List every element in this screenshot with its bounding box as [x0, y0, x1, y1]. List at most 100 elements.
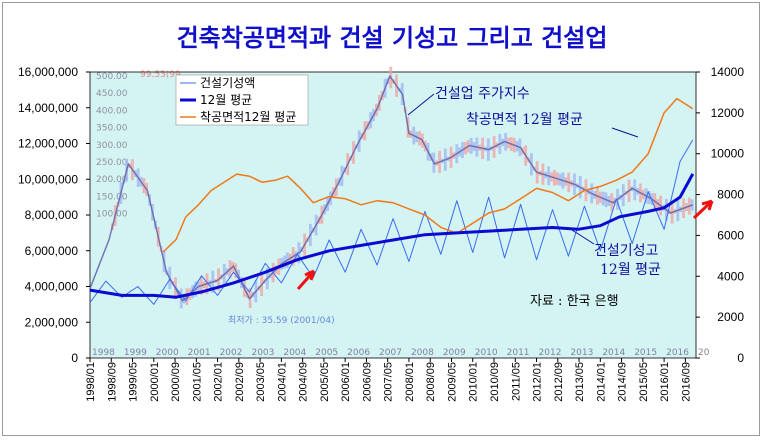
background-scale-label: 100.00 [96, 210, 128, 220]
x-tick-label: 2010/09 [489, 362, 501, 402]
x-tick-label: 2015/05 [638, 362, 650, 402]
right-tick-label: 6000 [717, 228, 744, 242]
x-tick-label: 2000/09 [170, 362, 182, 402]
series-line [89, 173, 695, 299]
x-tick-label: 2010/01 [468, 362, 480, 402]
x-tick-label: 2008/09 [425, 362, 437, 402]
background-year-label: 2000 [156, 348, 179, 358]
right-tick-label: 4000 [717, 269, 744, 283]
left-tick-label: 16,000,000 [18, 65, 78, 79]
x-tick-label: 2005/05 [319, 362, 331, 402]
series-line [89, 139, 694, 305]
x-axis: 1998/01 1998/09 1999/05 2000/01 2000/09 2001/… [85, 358, 692, 402]
x-tick-label: 2013/05 [574, 362, 586, 402]
annotation-construction-avg-2: 12월 평균 [600, 262, 661, 278]
annotation-start-area: 착공면적 12월 평균 [466, 112, 583, 128]
series-line [162, 97, 694, 253]
right-tick-label: 14000 [711, 65, 745, 79]
series-layer [89, 75, 695, 305]
background-year-label: 2008 [411, 348, 434, 358]
background-label-low: 최저가 : 35.59 (2001/04) [228, 315, 335, 326]
right-axis: 0 2000 4000 6000 8000 10000 12000 14000 [696, 65, 744, 365]
x-tick-label: 2012/01 [532, 362, 544, 402]
x-tick-label: 2004/01 [276, 362, 288, 402]
background-scale-label: 150.00 [96, 192, 128, 202]
right-tick-label: 8000 [717, 188, 744, 202]
x-tick-label: 2002/09 [234, 362, 246, 402]
x-tick-label: 2016/01 [659, 362, 671, 402]
x-tick-label: 2004/09 [298, 362, 310, 402]
annotation-start-area-pointer [611, 127, 639, 138]
background-year-label: 2015 [634, 348, 657, 358]
background-year-label: 2002 [220, 348, 243, 358]
x-tick-label: 1998/01 [85, 362, 97, 402]
background-year-label: 2004 [283, 348, 306, 358]
legend-label-start-area: 착공면적12월 평균 [200, 110, 296, 124]
background-year-label: 1998 [92, 348, 115, 358]
left-tick-label: 0 [71, 351, 78, 365]
x-tick-label: 1999/05 [128, 362, 140, 402]
background-year-label: 2014 [602, 348, 625, 358]
background-year-strip: 1998 1999 2000 2001 2002 2003 2004 2005 2006 2007… [92, 348, 710, 358]
background-year-label: 2009 [443, 348, 466, 358]
legend-label-construction: 건설기성액 [200, 76, 255, 90]
legend-box [175, 74, 309, 126]
background-year-label: 1999 [124, 348, 147, 358]
background-scale-label: 250.00 [96, 158, 128, 168]
x-tick-label: 2007/05 [383, 362, 395, 402]
x-tick-label: 2012/09 [553, 362, 565, 402]
left-tick-label: 8,000,000 [25, 208, 79, 222]
left-tick-label: 4,000,000 [25, 280, 79, 294]
left-axis: 0 2,000,000 4,000,000 6,000,000 8,000,000 10,… [18, 65, 90, 365]
annotation-stock-index-pointer [407, 93, 435, 116]
left-tick-label: 2,000,000 [25, 315, 79, 329]
x-tick-label: 2001/05 [191, 362, 203, 402]
x-tick-label: 2014/01 [595, 362, 607, 402]
background-year-label: 2003 [251, 348, 274, 358]
left-tick-label: 6,000,000 [25, 244, 79, 258]
right-tick-label: 0 [737, 351, 744, 365]
legend: 건설기성액 12월 평균 착공면적12월 평균 [175, 74, 309, 126]
left-tick-label: 10,000,000 [18, 172, 78, 186]
arrow-2004 [296, 269, 316, 290]
x-tick-label: 2008/01 [404, 362, 416, 402]
background-year-label: 20 [698, 348, 710, 358]
x-tick-label: 2000/01 [149, 362, 161, 402]
left-tick-label: 14,000,000 [18, 101, 78, 115]
x-tick-label: 1998/09 [106, 362, 118, 402]
annotation-stock-index: 건설업 주가지수 [435, 86, 530, 102]
background-year-label: 2005 [315, 348, 338, 358]
x-tick-label: 2011/05 [510, 362, 522, 401]
right-tick-label: 2000 [717, 310, 744, 324]
x-tick-label: 2002/01 [213, 362, 225, 402]
source-note: 자료 : 한국 은행 [530, 293, 619, 309]
x-tick-label: 2006/01 [340, 362, 352, 402]
background-year-label: 2012 [539, 348, 562, 358]
x-tick-label: 2014/09 [617, 362, 629, 402]
chart-title: 건축착공면적과 건설 기성고 그리고 건설업 [177, 23, 608, 52]
background-year-label: 2016 [666, 348, 689, 358]
right-tick-label: 12000 [711, 106, 745, 120]
right-tick-label: 10000 [711, 147, 745, 161]
background-year-label: 2007 [379, 348, 402, 358]
background-scale-label: 200.00 [96, 175, 128, 185]
background-scale-label: 450.00 [96, 89, 128, 99]
left-tick-label: 12,000,000 [18, 137, 78, 151]
x-tick-label: 2016/09 [680, 362, 692, 402]
legend-label-avg: 12월 평균 [200, 93, 252, 107]
background-year-label: 2001 [188, 348, 211, 358]
annotation-construction-avg-pointer [571, 229, 595, 245]
arrow-2016 [692, 199, 714, 220]
background-label-top: 99.53(99 [140, 70, 181, 80]
x-tick-label: 2009/05 [446, 362, 458, 402]
annotation-construction-avg-1: 건설기성고 [594, 243, 659, 259]
background-year-label: 2011 [507, 348, 530, 358]
background-year-label: 2010 [475, 348, 498, 358]
background-scale-label: 300.00 [96, 141, 128, 151]
series-line [89, 75, 694, 302]
x-tick-label: 2003/05 [255, 362, 267, 402]
background-scale-label: 400.00 [96, 106, 128, 116]
x-tick-label: 2006/09 [361, 362, 373, 402]
background-year-label: 2006 [347, 348, 370, 358]
